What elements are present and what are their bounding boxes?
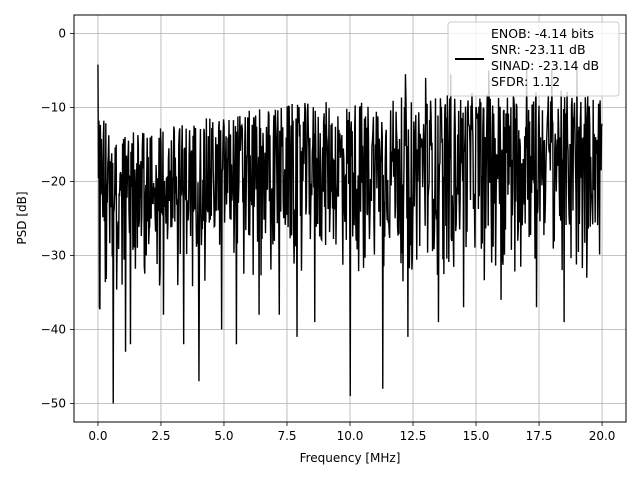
legend-line-sfdr: SFDR: 1.12 [491, 74, 560, 89]
legend-line-snr: SNR: -23.11 dB [491, 42, 586, 57]
x-tick-label: 0.0 [88, 429, 107, 443]
y-tick-label: −40 [41, 323, 66, 337]
y-tick-label: −50 [41, 397, 66, 411]
x-tick-label: 17.5 [526, 429, 553, 443]
x-axis-ticks: 0.0 2.5 5.0 7.5 10.0 12.5 15.0 17.5 20.0 [88, 422, 615, 443]
y-axis-ticks: 0 −10 −20 −30 −40 −50 [41, 27, 74, 411]
x-tick-label: 12.5 [400, 429, 427, 443]
x-tick-label: 5.0 [214, 429, 233, 443]
psd-series-line [97, 64, 603, 404]
x-tick-label: 7.5 [277, 429, 296, 443]
x-tick-label: 10.0 [337, 429, 364, 443]
legend-line-sinad: SINAD: -23.14 dB [491, 58, 599, 73]
y-tick-label: −30 [41, 249, 66, 263]
x-axis-label: Frequency [MHz] [300, 451, 401, 465]
x-tick-label: 20.0 [589, 429, 616, 443]
y-axis-label: PSD [dB] [15, 191, 29, 244]
legend: ENOB: -4.14 bits SNR: -23.11 dB SINAD: -… [447, 21, 620, 97]
x-tick-label: 15.0 [463, 429, 490, 443]
legend-box [447, 21, 620, 97]
legend-line-enob: ENOB: -4.14 bits [491, 26, 594, 41]
y-tick-label: −20 [41, 175, 66, 189]
y-tick-label: −10 [41, 101, 66, 115]
y-tick-label: 0 [58, 27, 66, 41]
series-layer [97, 64, 603, 404]
x-tick-label: 2.5 [151, 429, 170, 443]
